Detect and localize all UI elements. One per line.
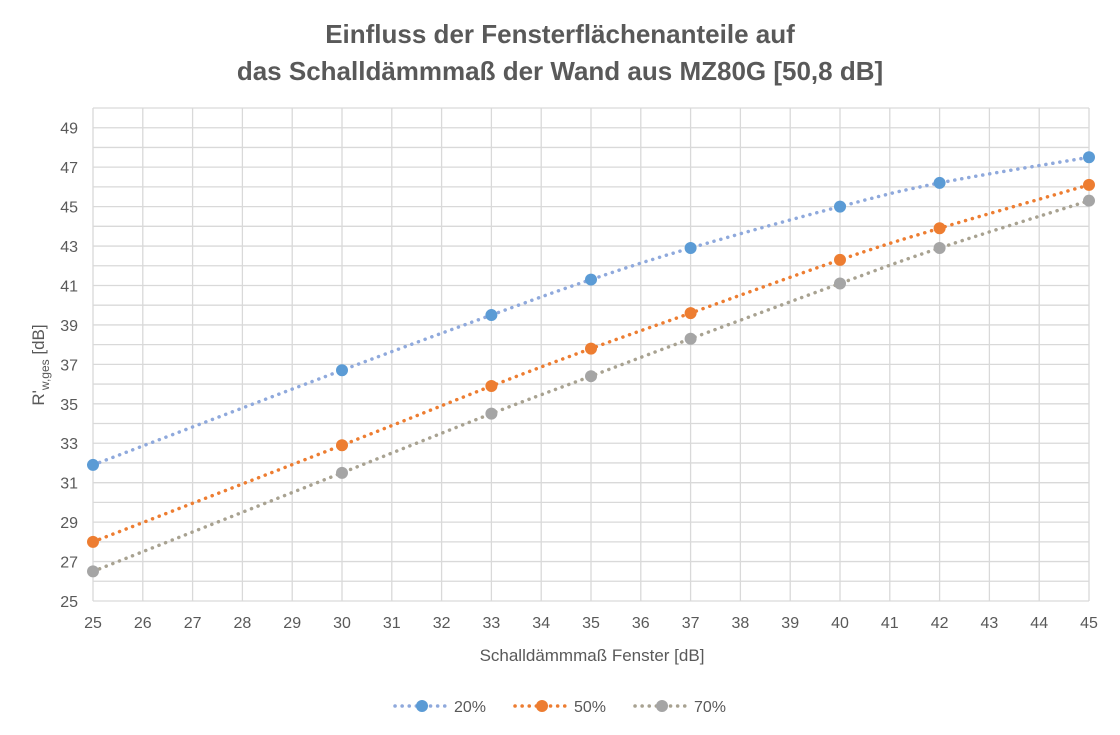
y-tick-label: 31 — [60, 476, 78, 493]
series-70pct — [87, 194, 1095, 578]
y-tick-label: 29 — [60, 515, 78, 532]
x-tick-label: 25 — [84, 615, 102, 632]
y-axis-label: R'w,ges [dB] — [29, 324, 52, 405]
legend-marker — [656, 700, 668, 712]
y-tick-label: 49 — [60, 121, 78, 138]
x-tick-label: 38 — [732, 615, 750, 632]
data-point — [485, 407, 498, 420]
x-tick-label: 32 — [433, 615, 451, 632]
data-point — [684, 242, 697, 255]
x-axis-ticks: 25 26 27 28 29 30 31 32 33 34 35 36 37 38 39 40 41 42 43 44… — [84, 615, 1098, 632]
x-tick-label: 43 — [981, 615, 999, 632]
x-axis-label: Schalldämmmaß Fenster [dB] — [480, 646, 705, 665]
legend-item: 70% — [633, 699, 726, 716]
y-axis-label-unit: [dB] — [29, 324, 48, 359]
data-point — [684, 332, 697, 345]
x-tick-label: 33 — [483, 615, 501, 632]
y-axis-label-main: R' — [29, 390, 48, 406]
legend-label: 50% — [574, 699, 606, 716]
series-line — [91, 198, 1091, 574]
x-tick-label: 28 — [234, 615, 252, 632]
y-tick-label: 43 — [60, 239, 78, 256]
x-tick-label: 35 — [582, 615, 600, 632]
series-line — [91, 155, 1091, 467]
data-point — [485, 380, 498, 393]
data-point — [336, 439, 348, 452]
series-layer — [87, 151, 1095, 578]
legend-marker — [536, 700, 548, 712]
y-axis-label-subscript: w,ges — [38, 359, 52, 391]
legend-marker — [416, 700, 428, 712]
y-tick-label: 47 — [60, 160, 78, 177]
data-point — [485, 309, 498, 322]
x-tick-label: 26 — [134, 615, 152, 632]
data-point — [1083, 194, 1095, 207]
y-tick-label: 37 — [60, 357, 78, 374]
x-tick-label: 27 — [184, 615, 202, 632]
y-tick-label: 35 — [60, 397, 78, 414]
data-point — [87, 565, 99, 578]
x-tick-label: 44 — [1030, 615, 1048, 632]
chart-title-line-1: Einfluss der Fensterflächenanteile auf — [325, 19, 795, 49]
series-50pct — [87, 178, 1095, 548]
y-tick-label: 25 — [60, 594, 78, 611]
x-tick-label: 31 — [383, 615, 401, 632]
legend-label: 20% — [454, 699, 486, 716]
y-tick-label: 27 — [60, 555, 78, 572]
data-point — [336, 364, 348, 377]
data-point — [834, 277, 846, 290]
data-point — [585, 273, 597, 286]
x-tick-label: 41 — [881, 615, 899, 632]
x-tick-label: 39 — [781, 615, 799, 632]
legend-label: 70% — [694, 699, 726, 716]
data-point — [1083, 151, 1095, 164]
x-tick-label: 30 — [333, 615, 351, 632]
x-tick-label: 29 — [283, 615, 301, 632]
data-point — [1083, 178, 1095, 191]
y-tick-label: 45 — [60, 200, 78, 217]
data-point — [933, 242, 946, 255]
series-line — [91, 183, 1091, 544]
data-point — [933, 176, 946, 189]
x-tick-label: 40 — [831, 615, 849, 632]
data-point — [834, 200, 846, 213]
legend-item: 20% — [393, 699, 486, 716]
chart-title-line-2: das Schalldämmmaß der Wand aus MZ80G [50… — [237, 56, 883, 86]
data-point — [834, 253, 846, 266]
data-point — [585, 342, 597, 355]
x-tick-label: 34 — [532, 615, 550, 632]
data-point — [336, 466, 348, 479]
x-tick-label: 45 — [1080, 615, 1098, 632]
y-tick-label: 33 — [60, 436, 78, 453]
series-20pct — [87, 151, 1095, 471]
y-axis-ticks: 25 27 29 31 33 35 37 39 41 43 45 47 49 — [60, 121, 78, 611]
x-tick-label: 37 — [682, 615, 700, 632]
data-point — [684, 307, 697, 320]
data-point — [933, 222, 946, 235]
x-tick-label: 42 — [931, 615, 949, 632]
data-point — [585, 370, 597, 383]
data-point — [87, 458, 99, 471]
y-tick-label: 41 — [60, 278, 78, 295]
y-tick-label: 39 — [60, 318, 78, 335]
x-tick-label: 36 — [632, 615, 650, 632]
legend: 20% 50% 70% — [393, 699, 726, 716]
data-point — [87, 535, 99, 548]
legend-item: 50% — [513, 699, 606, 716]
